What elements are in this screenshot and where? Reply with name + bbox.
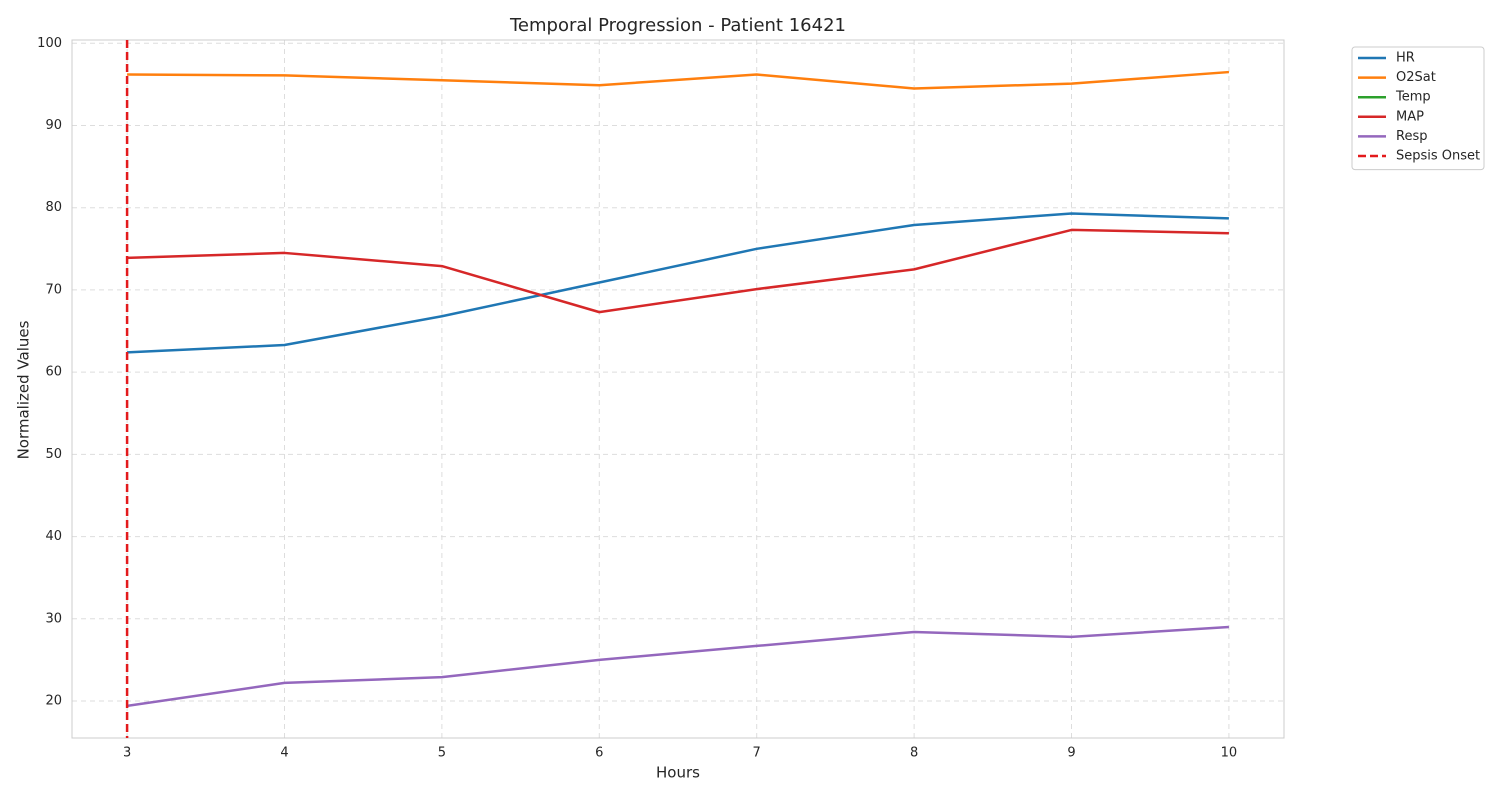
plot-frame — [71, 39, 1285, 739]
x-tick-label: 5 — [438, 746, 446, 761]
legend-label: O2Sat — [1396, 70, 1436, 85]
x-axis-label: Hours — [656, 764, 700, 782]
series-line — [127, 70, 1230, 90]
y-tick-label: 30 — [45, 611, 62, 626]
x-tick-label: 6 — [595, 746, 603, 761]
y-tick-label: 20 — [45, 694, 62, 709]
y-tick-label: 80 — [45, 200, 62, 215]
x-tick-label: 3 — [123, 746, 131, 761]
chart-title: Temporal Progression - Patient 16421 — [509, 15, 846, 36]
series-line — [126, 625, 1229, 708]
series-line — [127, 228, 1229, 314]
y-axis-label: Normalized Values — [15, 320, 33, 459]
y-tick-label: 60 — [45, 365, 62, 380]
legend-label: MAP — [1396, 109, 1424, 124]
legend-label: HR — [1396, 51, 1415, 66]
x-tick-label: 7 — [753, 746, 761, 761]
y-tick-label: 100 — [37, 36, 62, 51]
legend-label: Sepsis Onset — [1396, 149, 1480, 164]
x-tick-label: 10 — [1221, 746, 1238, 761]
x-tick-label: 4 — [280, 746, 288, 761]
legend-label: Temp — [1395, 90, 1431, 105]
y-tick-label: 40 — [45, 529, 62, 544]
x-tick-label: 9 — [1067, 746, 1075, 761]
y-tick-label: 50 — [45, 447, 62, 462]
y-tick-label: 90 — [45, 118, 62, 133]
y-tick-label: 70 — [45, 282, 62, 297]
series-line — [127, 212, 1229, 354]
legend-label: Resp — [1396, 129, 1427, 144]
x-tick-label: 8 — [910, 746, 918, 761]
